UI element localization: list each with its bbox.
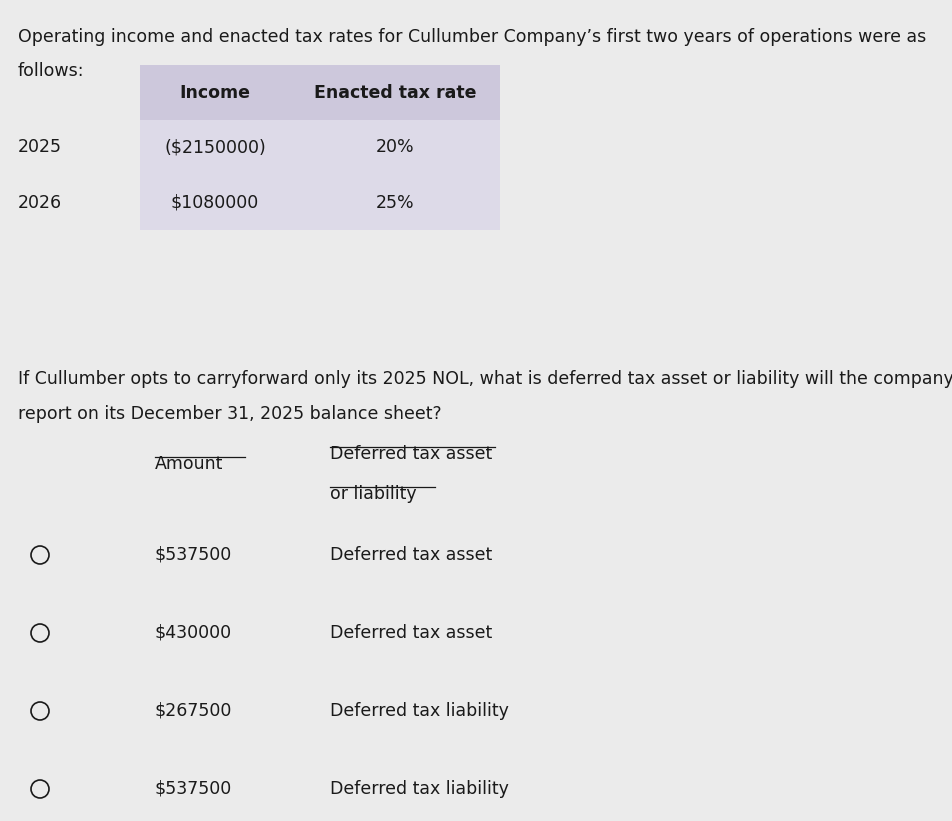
Text: Amount: Amount (155, 455, 223, 473)
Text: 2026: 2026 (18, 194, 62, 212)
Text: 25%: 25% (375, 194, 414, 212)
Text: $267500: $267500 (155, 702, 232, 720)
Text: $537500: $537500 (155, 546, 232, 564)
Text: Deferred tax asset: Deferred tax asset (329, 445, 492, 463)
Text: Deferred tax asset: Deferred tax asset (329, 624, 492, 642)
Text: follows:: follows: (18, 62, 85, 80)
Text: Operating income and enacted tax rates for Cullumber Company’s first two years o: Operating income and enacted tax rates f… (18, 28, 925, 46)
Text: ($2150000): ($2150000) (164, 139, 266, 157)
Bar (140, 175, 500, 230)
Text: Enacted tax rate: Enacted tax rate (313, 84, 476, 102)
Text: report on its December 31, 2025 balance sheet?: report on its December 31, 2025 balance … (18, 405, 441, 423)
Text: 20%: 20% (375, 139, 414, 157)
Text: Deferred tax liability: Deferred tax liability (329, 702, 508, 720)
Text: If Cullumber opts to carryforward only its 2025 NOL, what is deferred tax asset : If Cullumber opts to carryforward only i… (18, 370, 952, 388)
Bar (140, 120, 500, 175)
Text: $537500: $537500 (155, 780, 232, 798)
Text: or liability: or liability (329, 485, 416, 503)
Text: 2025: 2025 (18, 139, 62, 157)
Bar (140, 65, 500, 120)
Text: $1080000: $1080000 (170, 194, 259, 212)
Text: Deferred tax liability: Deferred tax liability (329, 780, 508, 798)
Text: Deferred tax asset: Deferred tax asset (329, 546, 492, 564)
Text: $430000: $430000 (155, 624, 232, 642)
Text: Income: Income (179, 84, 250, 102)
